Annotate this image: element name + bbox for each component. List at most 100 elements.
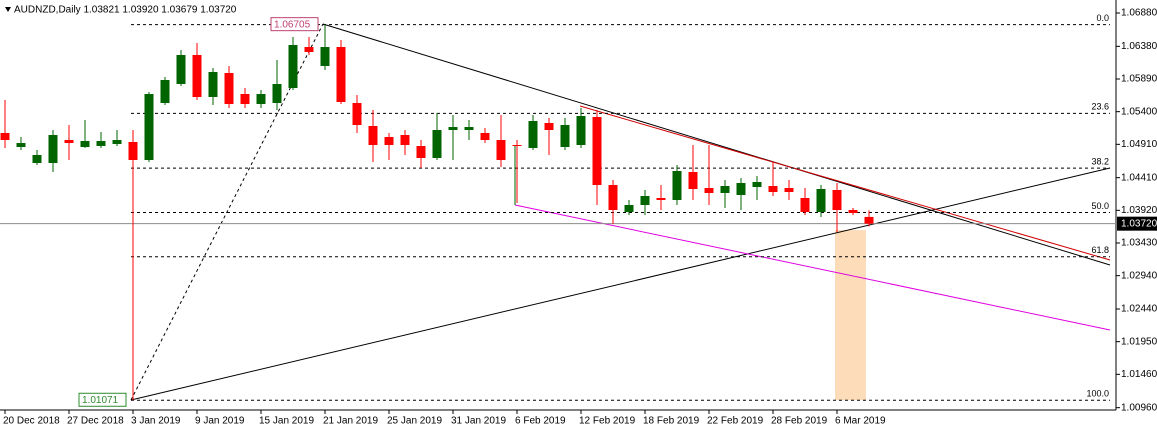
x-tick-label: 27 Dec 2018 xyxy=(67,416,124,427)
candle-body xyxy=(736,183,746,195)
candle-body xyxy=(448,127,458,130)
candle-body xyxy=(432,130,442,158)
candle-body xyxy=(176,55,186,84)
price-marker-label: 1.06705 xyxy=(274,19,311,30)
x-tick-label: 20 Dec 2018 xyxy=(3,416,60,427)
candle-body xyxy=(288,45,298,88)
candle-body xyxy=(592,117,602,185)
x-tick-label: 28 Feb 2019 xyxy=(771,416,828,427)
fib-label: 50.0 xyxy=(1091,201,1109,211)
candle-body xyxy=(688,172,698,189)
y-tick-label: 1.02440 xyxy=(1121,304,1157,315)
y-tick-label: 1.00960 xyxy=(1121,402,1157,413)
candle-body xyxy=(384,137,394,145)
candle-body xyxy=(480,133,490,140)
candle-body xyxy=(336,47,346,102)
fib-label: 38.2 xyxy=(1091,157,1109,167)
x-tick-label: 12 Feb 2019 xyxy=(579,416,636,427)
candle-body xyxy=(624,205,634,212)
y-tick-label: 1.03920 xyxy=(1121,205,1157,216)
candle-body xyxy=(832,190,842,210)
y-tick-label: 1.06880 xyxy=(1121,8,1157,19)
candle-body xyxy=(720,186,730,193)
current-price-label: 1.03720 xyxy=(1121,218,1157,229)
candle-body xyxy=(192,55,202,97)
candle-body xyxy=(80,141,90,147)
y-tick-label: 1.01950 xyxy=(1121,336,1157,347)
highlight-zone xyxy=(835,230,866,400)
y-tick-label: 1.01460 xyxy=(1121,369,1157,380)
x-tick-label: 9 Jan 2019 xyxy=(195,416,245,427)
menu-icon xyxy=(5,7,11,12)
candle-body xyxy=(272,84,282,103)
fib-label: 100.0 xyxy=(1086,389,1109,399)
chart-title: AUDNZD,Daily 1.03821 1.03920 1.03679 1.0… xyxy=(14,5,237,16)
candle-body xyxy=(576,116,586,145)
candle-body xyxy=(48,135,58,163)
x-tick-label: 6 Feb 2019 xyxy=(515,416,566,427)
candle-body xyxy=(112,140,122,144)
y-tick-label: 1.04910 xyxy=(1121,139,1157,150)
candle-body xyxy=(816,189,826,212)
candle-body xyxy=(208,72,218,97)
x-tick-label: 25 Jan 2019 xyxy=(387,416,442,427)
candle-body xyxy=(64,140,74,143)
y-tick-label: 1.05400 xyxy=(1121,106,1157,117)
x-tick-label: 22 Feb 2019 xyxy=(707,416,764,427)
candle-body xyxy=(144,94,154,160)
candle-body xyxy=(560,125,570,147)
candle-body xyxy=(672,171,682,200)
candle-body xyxy=(768,186,778,192)
y-tick-label: 1.06380 xyxy=(1121,41,1157,52)
x-tick-label: 3 Jan 2019 xyxy=(131,416,181,427)
candle-body xyxy=(240,94,250,104)
candle-body xyxy=(16,143,26,147)
candle-body xyxy=(608,185,618,210)
current-price-box xyxy=(1117,216,1157,231)
candle-body xyxy=(320,47,330,66)
x-tick-label: 31 Jan 2019 xyxy=(451,416,506,427)
y-tick-label: 1.05890 xyxy=(1121,74,1157,85)
price-marker-label: 1.01071 xyxy=(82,395,119,406)
price-marker-box xyxy=(78,392,127,407)
trend-line xyxy=(514,204,1111,331)
candle-body xyxy=(640,196,650,205)
y-tick-label: 1.02940 xyxy=(1121,270,1157,281)
fib-label: 0.0 xyxy=(1096,13,1109,23)
candle-body xyxy=(160,80,170,103)
candle-body xyxy=(544,123,554,130)
candle-body xyxy=(752,182,762,187)
candle-body xyxy=(704,188,714,193)
y-tick-label: 1.03430 xyxy=(1121,238,1157,249)
x-tick-label: 6 Mar 2019 xyxy=(835,416,886,427)
candle-body xyxy=(496,140,506,160)
candle-body xyxy=(352,103,362,125)
candle-body xyxy=(784,188,794,192)
candle-body xyxy=(256,94,266,104)
trend-line xyxy=(130,167,1111,401)
candle-body xyxy=(0,133,10,140)
candle-body xyxy=(800,198,810,212)
trend-line xyxy=(322,23,1111,266)
candle-body xyxy=(416,146,426,158)
candle-body xyxy=(304,47,314,52)
candle-body xyxy=(864,216,874,224)
candle-body xyxy=(400,135,410,145)
x-tick-label: 21 Jan 2019 xyxy=(323,416,378,427)
fib-label: 23.6 xyxy=(1091,102,1109,112)
candle-body xyxy=(368,126,378,145)
candle-body xyxy=(224,73,234,104)
trend-line xyxy=(579,105,1111,261)
candle-body xyxy=(656,198,666,200)
x-tick-label: 15 Jan 2019 xyxy=(259,416,314,427)
candle-body xyxy=(96,141,106,146)
candle-body xyxy=(512,145,522,146)
candle-body xyxy=(128,142,138,160)
y-tick-label: 1.04410 xyxy=(1121,172,1157,183)
x-tick-label: 18 Feb 2019 xyxy=(643,416,700,427)
candle-body xyxy=(32,155,42,163)
candle-body xyxy=(528,121,538,148)
fib-label: 61.8 xyxy=(1091,245,1109,255)
price-marker-box xyxy=(270,17,319,32)
